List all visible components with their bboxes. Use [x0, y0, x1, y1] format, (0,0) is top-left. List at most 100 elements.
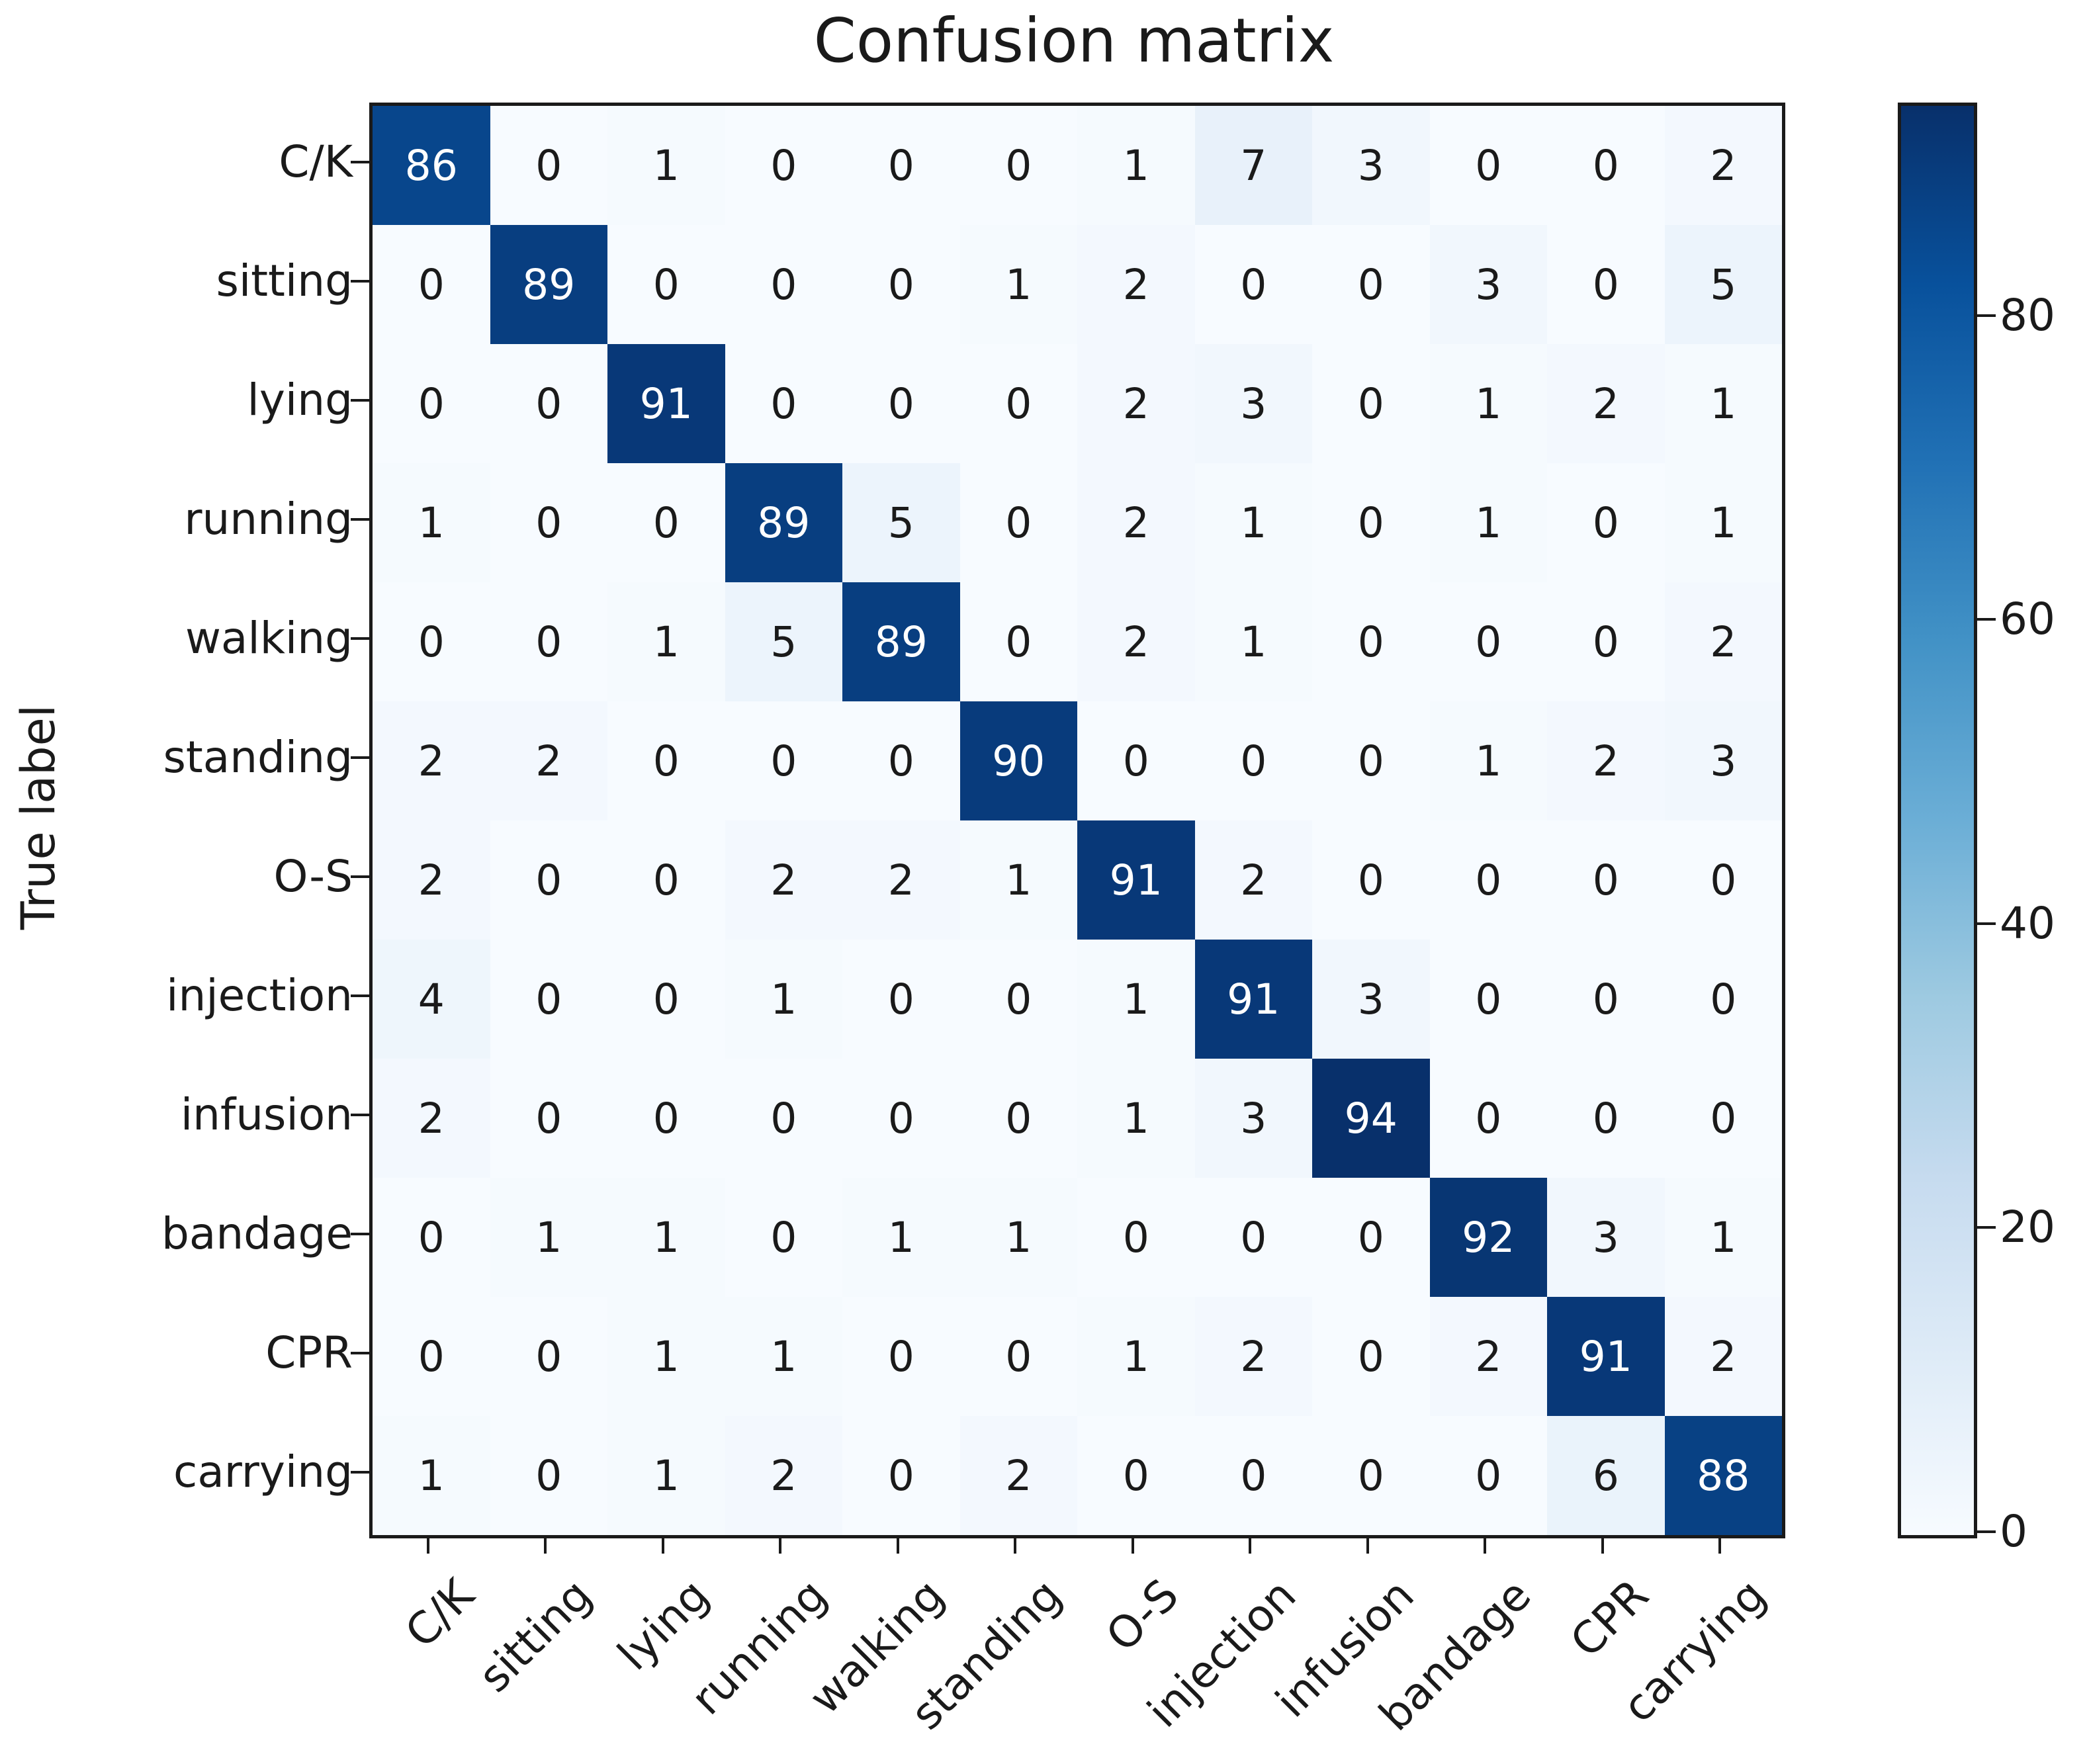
- matrix-cell: 90: [959, 701, 1077, 820]
- y-axis-tick: [351, 875, 369, 878]
- matrix-cell: 0: [1664, 940, 1782, 1059]
- y-axis-tick: [351, 518, 369, 521]
- matrix-cell: 0: [490, 940, 607, 1059]
- matrix-cell: 0: [842, 344, 960, 463]
- y-axis-label: True label: [11, 704, 66, 930]
- y-axis-tick: [351, 280, 369, 283]
- matrix-cell: 0: [1547, 820, 1665, 940]
- matrix-cell: 2: [725, 820, 842, 940]
- matrix-cell: 0: [1312, 1178, 1430, 1297]
- matrix-cell: 0: [725, 344, 842, 463]
- matrix-cell: 0: [1547, 225, 1665, 344]
- matrix-cell: 89: [725, 463, 842, 582]
- matrix-cell: 0: [373, 225, 490, 344]
- matrix-cell: 0: [1429, 1059, 1547, 1178]
- colorbar-tick-label: 20: [2000, 1202, 2055, 1253]
- matrix-cell: 5: [1664, 225, 1782, 344]
- matrix-cell: 0: [1312, 344, 1430, 463]
- y-tick-label: O-S: [273, 851, 353, 902]
- matrix-cell: 0: [725, 1178, 842, 1297]
- matrix-cell: 2: [1194, 820, 1312, 940]
- matrix-cell: 1: [1077, 1297, 1195, 1416]
- matrix-cell: 7: [1194, 106, 1312, 225]
- matrix-cell: 0: [1312, 701, 1430, 820]
- matrix-cell: 0: [607, 701, 725, 820]
- matrix-cell: 89: [490, 225, 607, 344]
- matrix-cell: 0: [1547, 106, 1665, 225]
- heatmap-grid: 86 0 1 0 0 0 1 7 3 0 0 2 0 89 0 0 0 1 2 0 0 3 0 5 0 0 91 0 0 0 2 3 0 1 2 1 1…: [369, 103, 1785, 1538]
- x-tick-label: O-S: [1096, 1569, 1189, 1661]
- matrix-cell: 1: [1664, 344, 1782, 463]
- matrix-cell: 0: [1312, 1297, 1430, 1416]
- matrix-cell: 2: [1077, 582, 1195, 701]
- matrix-cell: 2: [373, 820, 490, 940]
- matrix-cell: 1: [1077, 106, 1195, 225]
- x-axis-tick: [1131, 1535, 1134, 1554]
- matrix-cell: 0: [1312, 582, 1430, 701]
- y-axis-tick: [351, 756, 369, 759]
- matrix-cell: 1: [725, 1297, 842, 1416]
- x-axis-tick: [1718, 1535, 1722, 1554]
- matrix-cell: 2: [373, 1059, 490, 1178]
- matrix-cell: 0: [1664, 1059, 1782, 1178]
- matrix-cell: 3: [1194, 344, 1312, 463]
- y-tick-label: standing: [163, 732, 353, 783]
- matrix-cell: 0: [490, 582, 607, 701]
- x-tick-label: C/K: [395, 1569, 484, 1658]
- matrix-cell: 0: [959, 940, 1077, 1059]
- y-axis-tick: [351, 1471, 369, 1474]
- matrix-cell: 2: [959, 1416, 1077, 1535]
- matrix-cell: 1: [607, 582, 725, 701]
- x-tick-label: sitting: [468, 1569, 601, 1702]
- matrix-cell: 1: [1664, 463, 1782, 582]
- y-tick-label: C/K: [279, 136, 353, 187]
- matrix-cell: 2: [1194, 1297, 1312, 1416]
- x-axis-tick: [544, 1535, 547, 1554]
- matrix-cell: 2: [1547, 701, 1665, 820]
- matrix-cell: 2: [1664, 582, 1782, 701]
- matrix-cell: 2: [1077, 463, 1195, 582]
- matrix-cell: 0: [725, 225, 842, 344]
- matrix-cell: 2: [373, 701, 490, 820]
- colorbar-tick: [1977, 618, 1996, 621]
- matrix-cell: 0: [490, 344, 607, 463]
- matrix-cell: 0: [959, 1297, 1077, 1416]
- matrix-cell: 0: [842, 1059, 960, 1178]
- matrix-cell: 1: [1077, 1059, 1195, 1178]
- matrix-cell: 1: [607, 106, 725, 225]
- matrix-cell: 2: [1077, 344, 1195, 463]
- matrix-cell: 1: [1429, 463, 1547, 582]
- matrix-cell: 1: [1077, 940, 1195, 1059]
- matrix-cell: 0: [842, 940, 960, 1059]
- y-axis-tick: [351, 1114, 369, 1116]
- matrix-cell: 1: [1664, 1178, 1782, 1297]
- matrix-cell: 88: [1664, 1416, 1782, 1535]
- matrix-cell: 0: [725, 701, 842, 820]
- y-tick-label: lying: [247, 375, 353, 425]
- matrix-cell: 3: [1664, 701, 1782, 820]
- matrix-cell: 2: [1547, 344, 1665, 463]
- matrix-cell: 0: [959, 463, 1077, 582]
- matrix-cell: 3: [1312, 106, 1430, 225]
- matrix-cell: 0: [1077, 1178, 1195, 1297]
- matrix-cell: 1: [373, 1416, 490, 1535]
- matrix-cell: 1: [725, 940, 842, 1059]
- matrix-cell: 0: [1429, 582, 1547, 701]
- matrix-cell: 0: [1429, 820, 1547, 940]
- matrix-cell: 1: [373, 463, 490, 582]
- matrix-cell: 2: [1429, 1297, 1547, 1416]
- y-axis-tick: [351, 637, 369, 640]
- x-axis-tick: [1014, 1535, 1017, 1554]
- matrix-cell: 0: [842, 1416, 960, 1535]
- matrix-cell: 0: [1547, 940, 1665, 1059]
- matrix-cell: 1: [490, 1178, 607, 1297]
- matrix-cell: 1: [1194, 582, 1312, 701]
- matrix-cell: 3: [1194, 1059, 1312, 1178]
- y-tick-label: bandage: [161, 1208, 353, 1259]
- colorbar-tick-label: 60: [2000, 594, 2055, 645]
- matrix-cell: 91: [1077, 820, 1195, 940]
- colorbar-tick-label: 0: [2000, 1506, 2027, 1557]
- matrix-cell: 0: [1547, 1059, 1665, 1178]
- y-tick-label: injection: [166, 970, 353, 1021]
- matrix-cell: 2: [842, 820, 960, 940]
